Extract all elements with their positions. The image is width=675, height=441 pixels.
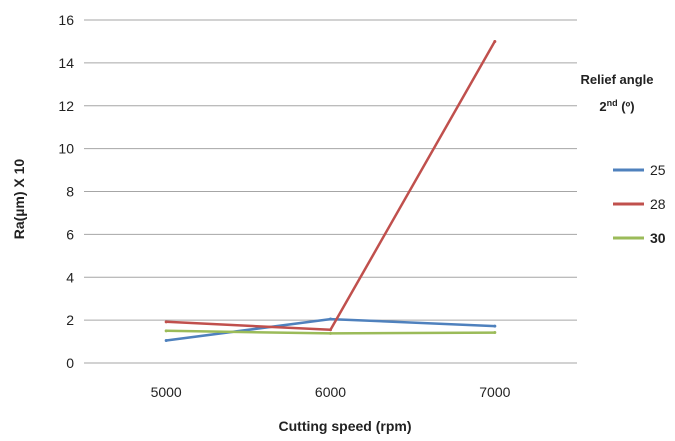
y-tick-labels: 0 2 4 6 8 10 12 14 16 (58, 12, 74, 371)
y-tick-label: 8 (66, 184, 74, 200)
x-tick-label: 5000 (151, 384, 182, 400)
x-tick-label: 7000 (479, 384, 510, 400)
y-tick-label: 2 (66, 312, 74, 328)
data-point-28 (493, 39, 497, 43)
y-tick-label: 10 (58, 141, 74, 157)
legend-title-line1: Relief angle (581, 72, 654, 87)
legend-title-base: 2 (599, 99, 606, 114)
data-point-28 (164, 320, 168, 324)
data-point-30 (493, 331, 497, 335)
y-tick-label: 0 (66, 355, 74, 371)
y-tick-label: 12 (58, 98, 74, 114)
legend-items: 25 28 30 (613, 162, 666, 246)
data-point-25 (493, 324, 497, 328)
x-tick-label: 6000 (315, 384, 346, 400)
y-axis-title: Ra(µm) X 10 (11, 159, 27, 240)
series-lines (164, 39, 497, 342)
data-point-30 (164, 329, 168, 333)
legend-label-30: 30 (650, 230, 666, 246)
legend: Relief angle 2nd (º) 25 28 30 (581, 72, 666, 246)
legend-label-25: 25 (650, 162, 666, 178)
data-point-25 (329, 317, 332, 321)
x-tick-labels: 5000 6000 7000 (151, 384, 511, 400)
series-line-28 (164, 40, 497, 332)
data-point-25 (164, 338, 168, 342)
x-axis-title: Cutting speed (rpm) (279, 418, 412, 434)
y-tick-label: 6 (66, 226, 74, 242)
legend-title-line2: 2nd (º) (599, 98, 634, 114)
legend-title-unit: (º) (618, 99, 635, 114)
gridlines (84, 19, 577, 364)
legend-label-28: 28 (650, 196, 666, 212)
y-tick-label: 14 (58, 55, 74, 71)
data-point-28 (329, 328, 332, 332)
y-tick-label: 16 (58, 12, 74, 28)
legend-title-superscript: nd (607, 98, 618, 108)
data-point-30 (329, 331, 332, 335)
y-tick-label: 4 (66, 269, 74, 285)
